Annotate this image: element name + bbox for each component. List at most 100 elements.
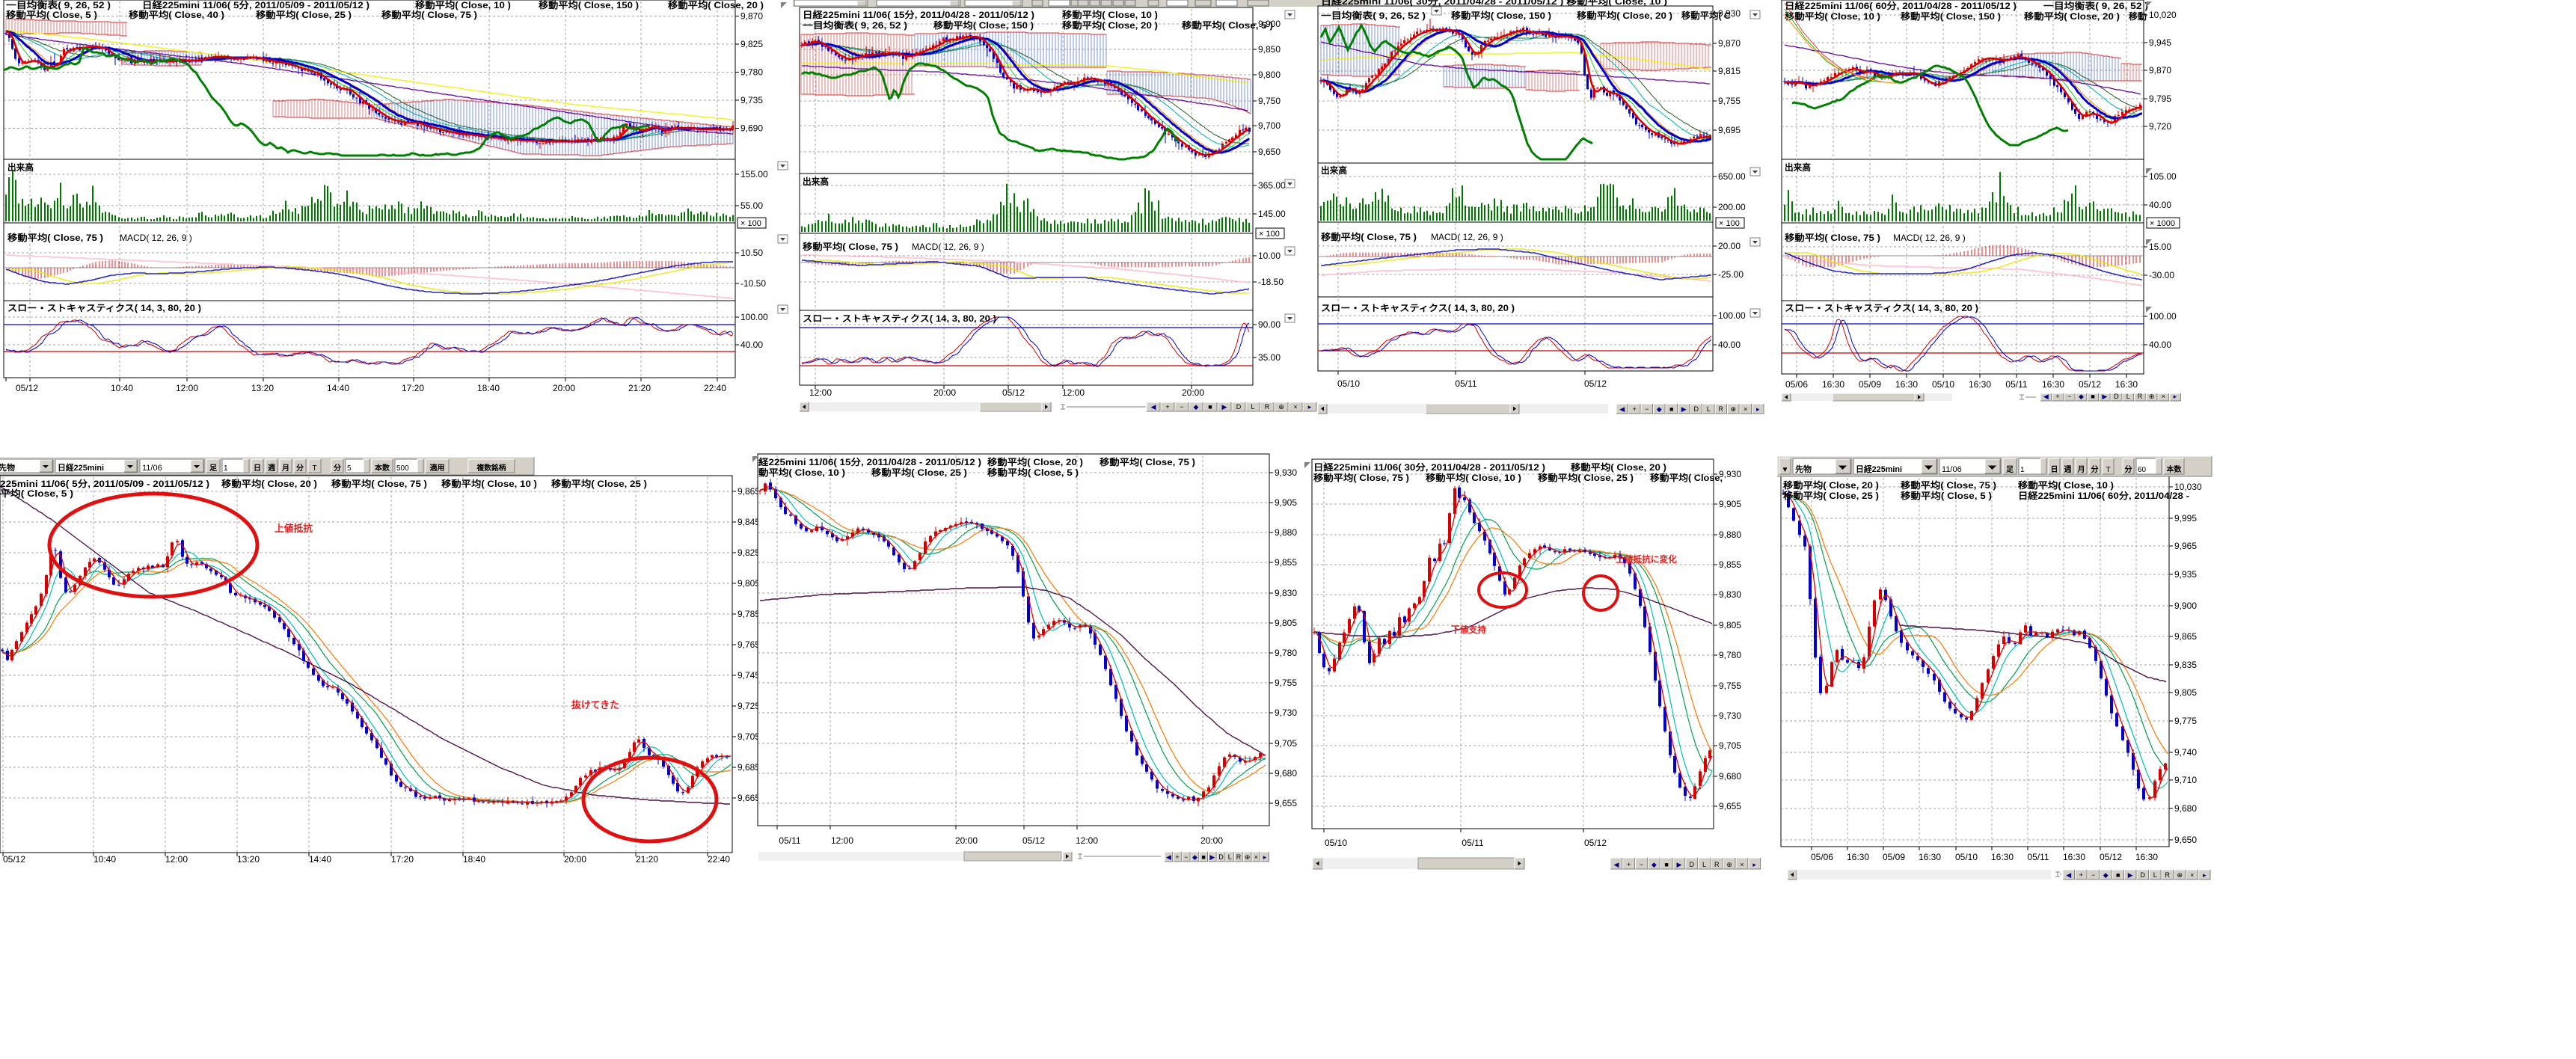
svg-text:9,780: 9,780 xyxy=(740,67,763,78)
svg-text:移動平均( Close, 75 ): 移動平均( Close, 75 ) xyxy=(1321,231,1417,242)
svg-text:9,750: 9,750 xyxy=(1258,96,1281,106)
svg-text:05/12: 05/12 xyxy=(1022,835,1045,846)
svg-text:1: 1 xyxy=(224,464,228,473)
svg-text:■: ■ xyxy=(1664,861,1668,868)
svg-text:05/09: 05/09 xyxy=(1859,379,1881,390)
svg-text:移動平均( Close, 5 ): 移動平均( Close, 5 ) xyxy=(1901,490,1992,501)
svg-text:× 1000: × 1000 xyxy=(2150,219,2175,228)
svg-text:D: D xyxy=(1689,861,1694,868)
svg-text:L: L xyxy=(2153,871,2157,879)
svg-text:+: + xyxy=(1627,861,1631,868)
svg-text:9,880: 9,880 xyxy=(1719,530,1741,540)
svg-text:上値抵抗: 上値抵抗 xyxy=(275,523,313,534)
svg-text:-30.00: -30.00 xyxy=(2149,270,2174,280)
svg-text:▸: ▸ xyxy=(1263,853,1267,861)
svg-text:▶: ▶ xyxy=(1222,403,1227,411)
svg-text:9,835: 9,835 xyxy=(2174,660,2197,670)
svg-text:R: R xyxy=(1714,861,1720,868)
svg-text:本数: 本数 xyxy=(375,463,390,473)
svg-text:R: R xyxy=(1236,853,1242,861)
svg-text:L: L xyxy=(2126,393,2130,400)
svg-text:▸: ▸ xyxy=(1756,405,1760,413)
svg-text:9,800: 9,800 xyxy=(1258,70,1281,80)
svg-text:移動平均( Close, 20 ): 移動平均( Close, 20 ) xyxy=(668,0,764,10)
svg-text:11/06: 11/06 xyxy=(1942,465,1962,474)
svg-text:移動平均( Close, 20 ): 移動平均( Close, 20 ) xyxy=(2024,10,2120,22)
svg-text:移動平均( Close, 75 ): 移動平均( Close, 75 ) xyxy=(381,9,477,20)
svg-text:9,880: 9,880 xyxy=(1275,527,1297,538)
svg-text:複数銘柄: 複数銘柄 xyxy=(476,463,506,473)
svg-text:16:30: 16:30 xyxy=(1847,852,1869,862)
svg-text:◆: ◆ xyxy=(1652,861,1657,868)
svg-text:9,680: 9,680 xyxy=(1719,771,1741,782)
svg-text:9,870: 9,870 xyxy=(1718,38,1741,49)
svg-text:12:00: 12:00 xyxy=(1076,835,1098,846)
svg-text:R: R xyxy=(1265,403,1270,411)
svg-text:◀: ◀ xyxy=(1151,403,1156,411)
svg-text:◆: ◆ xyxy=(2079,393,2084,400)
svg-text:R: R xyxy=(2165,871,2171,879)
svg-text:-25.00: -25.00 xyxy=(1718,269,1744,280)
svg-text:20:00: 20:00 xyxy=(564,854,586,865)
svg-text:9,705: 9,705 xyxy=(1719,740,1741,751)
svg-text:9,755: 9,755 xyxy=(1719,681,1741,691)
svg-text:移動平均( Close, 40 ): 移動平均( Close, 40 ) xyxy=(129,9,224,20)
svg-text:移動平均( Close, 20 ): 移動平均( Close, 20 ) xyxy=(1062,19,1158,31)
svg-text:9,965: 9,965 xyxy=(2174,541,2197,551)
svg-text:動平均( Close, 10 ): 動平均( Close, 10 ) xyxy=(758,467,845,478)
svg-text:16:30: 16:30 xyxy=(2042,379,2064,390)
svg-text:9,945: 9,945 xyxy=(2149,37,2171,48)
svg-text:出来高: 出来高 xyxy=(1785,162,1811,173)
svg-text:9,755: 9,755 xyxy=(1718,96,1741,106)
svg-text:21:20: 21:20 xyxy=(636,854,658,865)
svg-text:◀: ◀ xyxy=(1166,853,1171,861)
svg-text:経225mini 11/06( 15分, 2011/04/2: 経225mini 11/06( 15分, 2011/04/28 - 2011/0… xyxy=(758,456,981,467)
svg-text:⊕: ⊕ xyxy=(2149,393,2155,400)
svg-text:9,995: 9,995 xyxy=(2174,513,2197,524)
svg-text:R: R xyxy=(2138,393,2143,400)
svg-text:9,720: 9,720 xyxy=(2149,121,2171,132)
svg-text:−: − xyxy=(1180,403,1183,411)
svg-text:■: ■ xyxy=(2091,393,2094,400)
svg-text:16:30: 16:30 xyxy=(2135,852,2158,862)
svg-text:一目均衡表( 9, 26, 52 ): 一目均衡表( 9, 26, 52 ) xyxy=(1321,10,1426,21)
svg-text:× 100: × 100 xyxy=(1259,230,1280,239)
svg-text:移動平均( Close, 150 ): 移動平均( Close, 150 ) xyxy=(1901,10,2001,22)
svg-text:×: × xyxy=(2190,871,2194,879)
svg-text:650.00: 650.00 xyxy=(1718,171,1746,182)
svg-text:500: 500 xyxy=(396,464,409,473)
svg-text:◆: ◆ xyxy=(1657,405,1662,413)
svg-text:20:00: 20:00 xyxy=(1182,387,1204,398)
svg-text:移動平均( C: 移動平均( C xyxy=(1681,10,1731,21)
svg-text:分: 分 xyxy=(296,463,304,473)
svg-text:11/06: 11/06 xyxy=(142,464,162,473)
svg-text:移動平均( Close, 75 ): 移動平均( Close, 75 ) xyxy=(1313,472,1409,483)
svg-text:90.00: 90.00 xyxy=(1258,319,1281,330)
svg-text:一目均衡表( 9, 26, 52 ): 一目均衡表( 9, 26, 52 ) xyxy=(803,19,907,31)
svg-text:05/06: 05/06 xyxy=(1811,852,1833,862)
svg-text:D: D xyxy=(2141,871,2146,879)
svg-text:105.00: 105.00 xyxy=(2149,171,2177,182)
svg-text:移動平均( Close, 20 ): 移動平均( Close, 20 ) xyxy=(1577,10,1672,21)
svg-text:05/12: 05/12 xyxy=(2100,852,2122,862)
svg-text:10:40: 10:40 xyxy=(93,854,116,865)
svg-text:▸: ▸ xyxy=(2174,393,2177,400)
svg-text:一目均衡表( 9, 26, 52 ): 一目均衡表( 9, 26, 52 ) xyxy=(6,0,111,10)
svg-text:9,745: 9,745 xyxy=(737,670,760,681)
svg-text:9,730: 9,730 xyxy=(1275,707,1297,718)
svg-text:05/09: 05/09 xyxy=(1883,852,1905,862)
svg-text:×: × xyxy=(1740,861,1744,868)
svg-text:▸: ▸ xyxy=(1752,861,1756,868)
svg-text:週: 週 xyxy=(268,464,275,473)
svg-text:05/12: 05/12 xyxy=(1002,387,1025,398)
svg-text:D: D xyxy=(1236,403,1242,411)
svg-text:移動平均( Close, 75 ): 移動平均( Close, 75 ) xyxy=(1901,479,1996,491)
svg-text:▼: ▼ xyxy=(1782,466,1789,474)
svg-text:9,830: 9,830 xyxy=(1719,589,1741,600)
svg-text:一目均衡表( 9, 26, 52 ): 一目均衡表( 9, 26, 52 ) xyxy=(2043,0,2148,11)
svg-text:スロー・ストキャスティクス( 14, 3, 80, 20 ): スロー・ストキャスティクス( 14, 3, 80, 20 ) xyxy=(1321,303,1515,313)
svg-text:D: D xyxy=(2114,393,2119,400)
svg-text:05/11: 05/11 xyxy=(1462,838,1483,848)
svg-text:9,805: 9,805 xyxy=(1275,618,1297,628)
svg-text:20.00: 20.00 xyxy=(1718,241,1741,251)
